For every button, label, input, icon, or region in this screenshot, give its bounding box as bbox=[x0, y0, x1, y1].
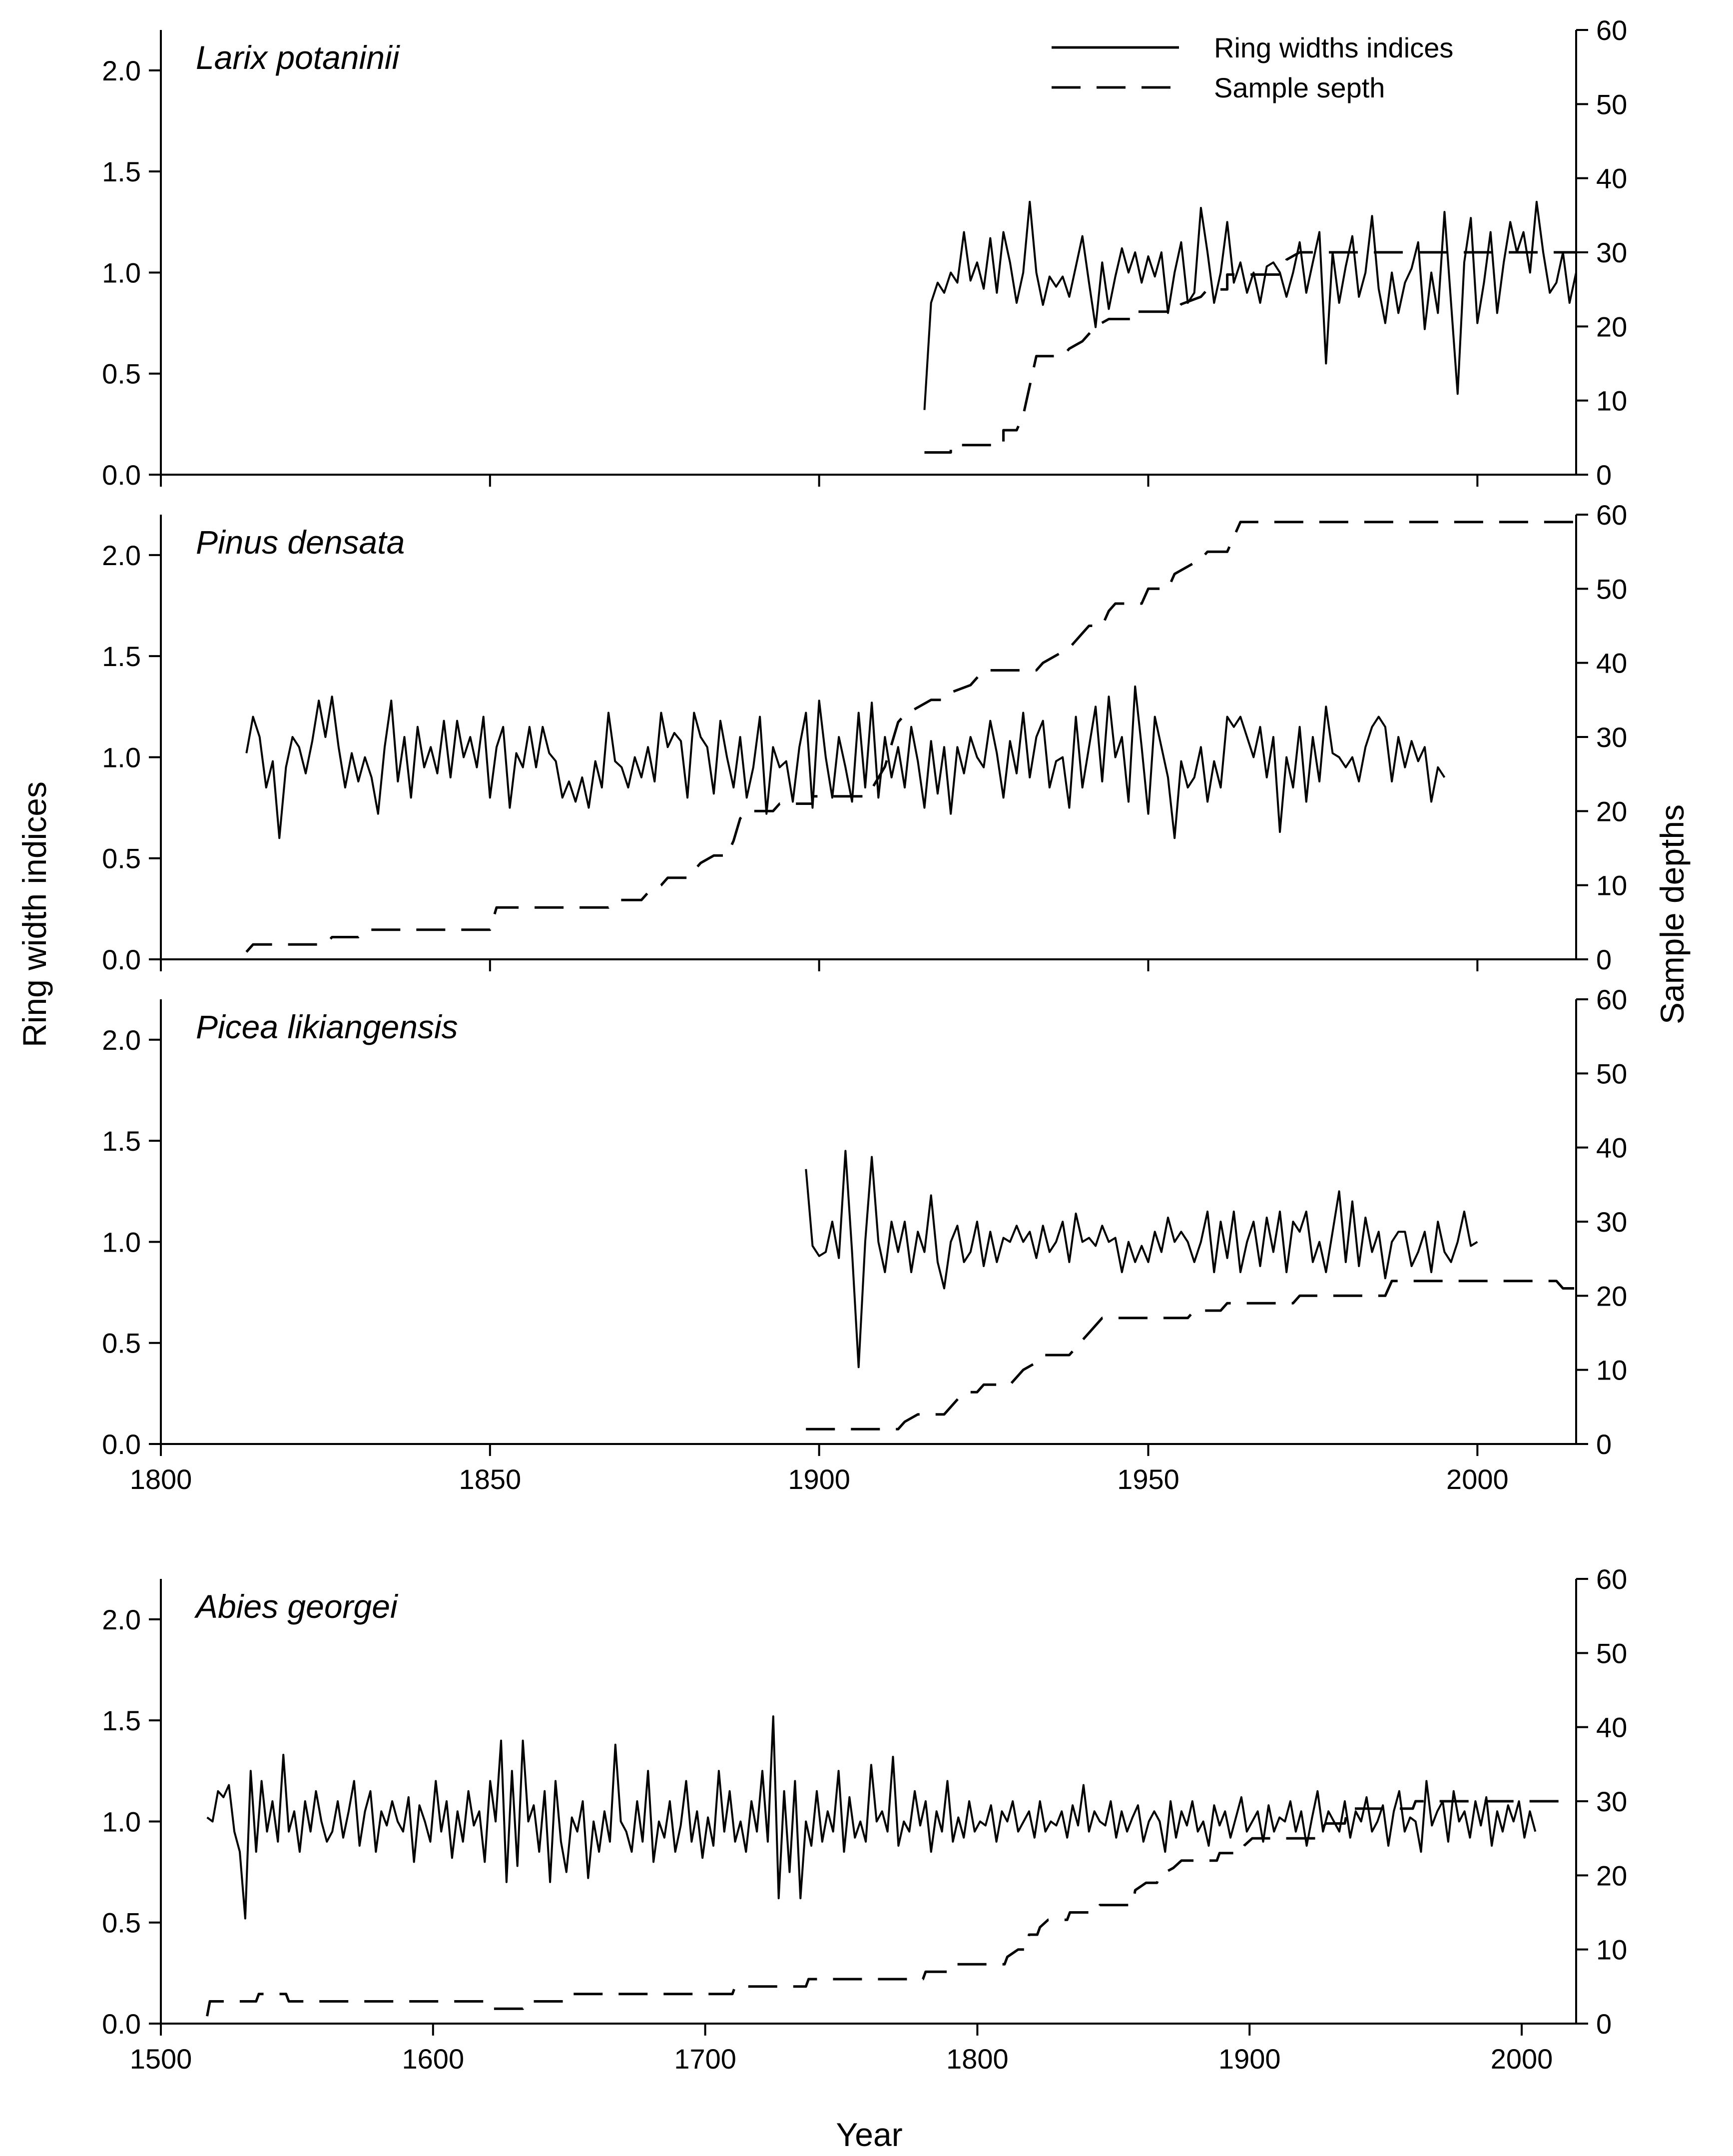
panel-4-sample-septh-line bbox=[206, 1800, 1568, 2017]
x-axis-title: Year bbox=[836, 2116, 902, 2153]
panel-1-y2-tick-label: 20 bbox=[1596, 311, 1627, 342]
panel-1-species-title: Larix potaninii bbox=[196, 39, 401, 76]
panel-3-y-tick-label: 0.0 bbox=[102, 1429, 141, 1460]
panel-2-y2-tick-label: 60 bbox=[1596, 499, 1627, 531]
panel-4-x-tick-label: 1500 bbox=[130, 2043, 192, 2075]
y-axis-right-title: Sample depths bbox=[1654, 804, 1691, 1024]
panel-3-x-tick-label: 1950 bbox=[1117, 1463, 1179, 1495]
panel-4-y-tick-label: 1.5 bbox=[102, 1705, 141, 1736]
panel-3-y2-tick-label: 60 bbox=[1596, 984, 1627, 1015]
legend-sample-depth-label: Sample septh bbox=[1214, 72, 1385, 103]
panel-3-y-tick-label: 1.5 bbox=[102, 1125, 141, 1157]
panels: 0.0 0.5 1.0 1.5 2.0 0 10 20 30 40 50 60 Larix potani… bbox=[102, 14, 1627, 2075]
panel-2-y2-tick-label: 10 bbox=[1596, 870, 1627, 901]
y-axis-left-title: Ring width indices bbox=[16, 781, 53, 1047]
panel-3-x-tick-label: 1800 bbox=[130, 1463, 192, 1495]
panel-4-y2-tick-label: 50 bbox=[1596, 1637, 1627, 1669]
panel-1-y2-tick-label: 10 bbox=[1596, 385, 1627, 417]
panel-3-y2-tick-label: 10 bbox=[1596, 1355, 1627, 1386]
panel-1-larix-potaninii: 0.0 0.5 1.0 1.5 2.0 0 10 20 30 40 50 60 Larix potani… bbox=[102, 14, 1627, 491]
panel-3-ring-widths-indices-line bbox=[805, 1150, 1478, 1369]
panel-3-y2-tick-label: 40 bbox=[1596, 1132, 1627, 1164]
panel-2-sample-septh-line bbox=[245, 521, 1576, 953]
panel-3-y2-tick-label: 20 bbox=[1596, 1280, 1627, 1312]
panel-2-y-tick-label: 0.0 bbox=[102, 944, 141, 975]
panel-3-y-tick-label: 0.5 bbox=[102, 1328, 141, 1359]
panel-4-y2-tick-label: 10 bbox=[1596, 1934, 1627, 1966]
panel-3-y2-tick-label: 30 bbox=[1596, 1206, 1627, 1238]
panel-2-species-title: Pinus densata bbox=[196, 524, 405, 561]
panel-1-y-tick-label: 2.0 bbox=[102, 55, 141, 86]
panel-4-y2-tick-label: 40 bbox=[1596, 1712, 1627, 1743]
panel-2-y-tick-label: 0.5 bbox=[102, 843, 141, 874]
panel-3-y-tick-label: 2.0 bbox=[102, 1024, 141, 1056]
panel-3-x-tick-label: 2000 bbox=[1446, 1463, 1509, 1495]
panel-4-x-tick-label: 1700 bbox=[674, 2043, 736, 2075]
panel-2-y2-tick-label: 40 bbox=[1596, 648, 1627, 679]
panel-4-y-tick-label: 1.0 bbox=[102, 1806, 141, 1837]
legend: Ring widths indices Sample septh bbox=[1052, 32, 1453, 103]
panel-2-ring-widths-indices-line bbox=[245, 685, 1446, 839]
panel-2-y-tick-label: 1.0 bbox=[102, 741, 141, 773]
panel-3-species-title: Picea likiangensis bbox=[196, 1008, 458, 1045]
panel-1-y2-tick-label: 30 bbox=[1596, 237, 1627, 268]
panel-4-abies-georgei: 0.0 0.5 1.0 1.5 2.0 0 10 20 30 40 50 60 1500 1600 1700… bbox=[102, 1563, 1627, 2075]
panel-1-y-tick-label: 1.5 bbox=[102, 156, 141, 187]
panel-3-y2-tick-label: 50 bbox=[1596, 1058, 1627, 1089]
panel-2-pinus-densata: 0.0 0.5 1.0 1.5 2.0 0 10 20 30 40 50 60 Pinus densat… bbox=[102, 499, 1627, 975]
panel-1-y2-tick-label: 40 bbox=[1596, 163, 1627, 194]
panel-4-y2-tick-label: 60 bbox=[1596, 1563, 1627, 1595]
panel-4-y2-tick-label: 20 bbox=[1596, 1860, 1627, 1891]
panel-3-picea-likiangensis: 0.0 0.5 1.0 1.5 2.0 0 10 20 30 40 50 60 1800 1850 1900… bbox=[102, 984, 1627, 1495]
panel-2-y2-tick-label: 0 bbox=[1596, 944, 1612, 975]
panel-4-x-tick-label: 2000 bbox=[1491, 2043, 1553, 2075]
panel-4-x-tick-label: 1900 bbox=[1218, 2043, 1281, 2075]
panel-1-y-tick-label: 0.0 bbox=[102, 459, 141, 491]
panel-4-y-tick-label: 0.5 bbox=[102, 1907, 141, 1939]
panel-4-x-tick-label: 1800 bbox=[946, 2043, 1009, 2075]
panel-2-y-tick-label: 2.0 bbox=[102, 540, 141, 571]
panel-1-y-tick-label: 0.5 bbox=[102, 358, 141, 390]
panel-2-y2-tick-label: 20 bbox=[1596, 795, 1627, 827]
panel-3-sample-septh-line bbox=[806, 1280, 1576, 1431]
panel-4-y2-tick-label: 30 bbox=[1596, 1786, 1627, 1817]
panel-2-y-tick-label: 1.5 bbox=[102, 641, 141, 672]
panel-3-y2-tick-label: 0 bbox=[1596, 1429, 1612, 1460]
panel-1-sample-septh-line bbox=[924, 251, 1576, 454]
panel-1-ring-widths-indices-line bbox=[923, 200, 1576, 410]
panel-2-y2-tick-label: 50 bbox=[1596, 573, 1627, 605]
panel-1-y2-tick-label: 60 bbox=[1596, 14, 1627, 46]
panel-3-x-tick-label: 1900 bbox=[788, 1463, 850, 1495]
panel-4-x-tick-label: 1600 bbox=[402, 2043, 465, 2075]
panel-3-x-tick-label: 1850 bbox=[459, 1463, 522, 1495]
panel-2-y2-tick-label: 30 bbox=[1596, 721, 1627, 753]
panel-4-species-title: Abies georgei bbox=[194, 1588, 399, 1625]
panel-4-y-tick-label: 2.0 bbox=[102, 1604, 141, 1635]
panel-1-y2-tick-label: 0 bbox=[1596, 459, 1612, 491]
panel-1-y-tick-label: 1.0 bbox=[102, 257, 141, 288]
panel-4-y2-tick-label: 0 bbox=[1596, 2008, 1612, 2040]
panel-3-y-tick-label: 1.0 bbox=[102, 1226, 141, 1258]
panel-4-y-tick-label: 0.0 bbox=[102, 2008, 141, 2040]
panel-4-ring-widths-indices-line bbox=[206, 1715, 1537, 1920]
legend-ring-widths-label: Ring widths indices bbox=[1214, 32, 1453, 63]
panel-1-y2-tick-label: 50 bbox=[1596, 88, 1627, 120]
